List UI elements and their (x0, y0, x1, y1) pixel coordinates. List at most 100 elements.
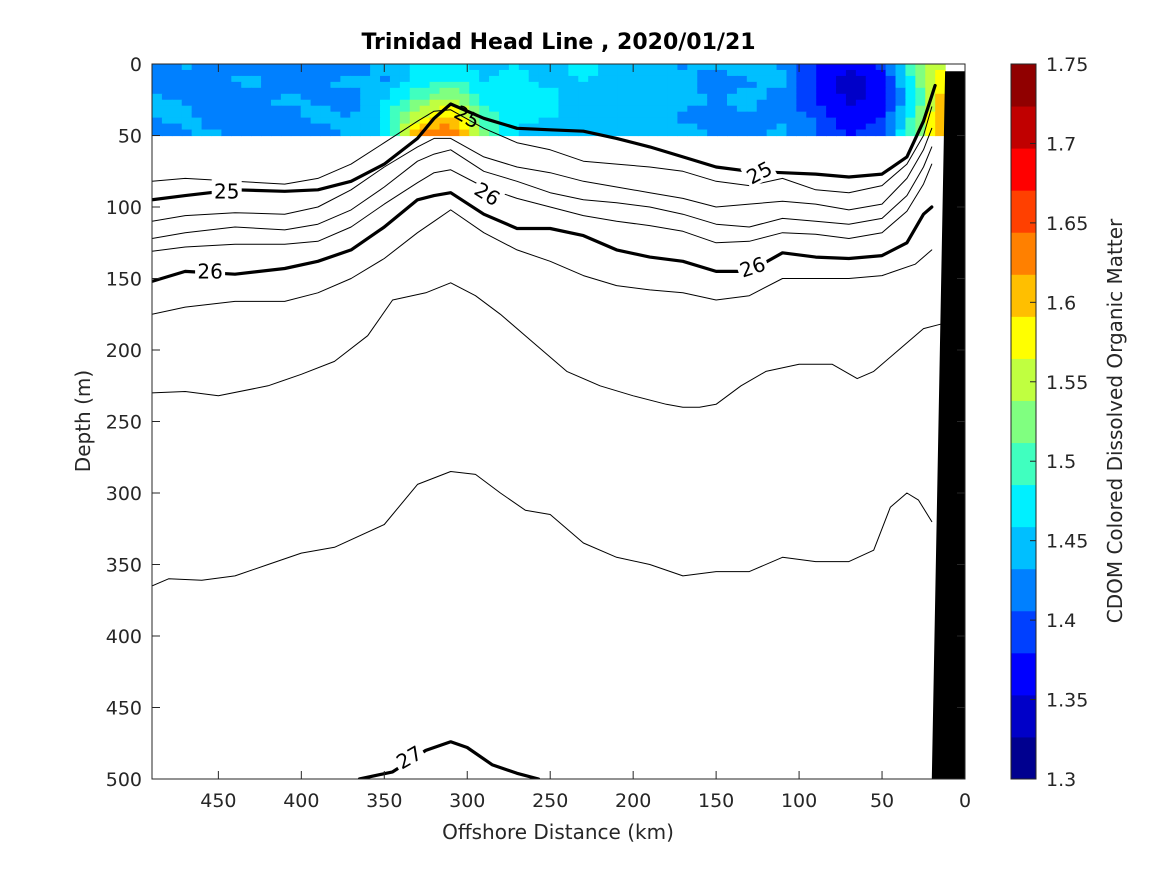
cdom-cell (836, 64, 847, 71)
cdom-cell (251, 93, 262, 101)
y-tick-label: 150 (106, 269, 142, 291)
cdom-cell (627, 87, 639, 95)
cdom-cell (498, 81, 510, 89)
cdom-cell (677, 87, 688, 95)
cdom-cell (687, 111, 698, 119)
cdom-cell (806, 117, 817, 125)
cdom-cell (796, 129, 807, 137)
cdom-cell (380, 69, 391, 77)
cdom-cell (608, 105, 619, 113)
cdom-cell (399, 123, 411, 131)
cdom-cell (667, 75, 679, 83)
cdom-cell (736, 105, 748, 113)
cdom-cell (479, 81, 490, 89)
cdom-cell (231, 87, 242, 95)
plot-area-frame (151, 63, 966, 780)
cdom-cell (251, 111, 262, 119)
cdom-cell (687, 69, 698, 77)
cdom-cell (518, 111, 530, 119)
cdom-cell (211, 105, 222, 113)
cdom-cell (895, 117, 907, 125)
cdom-cell (786, 69, 797, 77)
cdom-cell (865, 117, 877, 125)
cdom-cell (389, 69, 401, 77)
cdom-cell (647, 93, 659, 101)
cdom-cell (707, 105, 718, 113)
contour-label-text: 25 (214, 179, 239, 203)
cdom-cell (479, 129, 490, 137)
cdom-cell (548, 111, 560, 119)
cdom-cell (211, 93, 222, 101)
x-tick-label: 100 (781, 790, 817, 812)
contour-label: 26 (734, 251, 770, 282)
cdom-cell (449, 117, 460, 125)
cdom-cell (241, 75, 252, 83)
cdom-cell (766, 105, 778, 113)
cdom-cell (647, 123, 659, 131)
cdom-cell (667, 87, 679, 95)
cdom-cell (360, 93, 371, 101)
cdom-cell (538, 129, 550, 137)
cdom-cell (558, 99, 569, 107)
cdom-cell (806, 105, 817, 113)
colorbar-segment (1011, 400, 1036, 444)
cdom-cell (489, 81, 500, 89)
cdom-cell (855, 99, 867, 107)
cdom-cell (836, 99, 847, 107)
cdom-cell (340, 87, 351, 95)
cdom-cell (836, 105, 847, 113)
cdom-cell (498, 117, 510, 125)
colorbar-segment (1011, 442, 1036, 486)
cdom-cell (885, 117, 897, 125)
cdom-cell (290, 64, 302, 71)
cdom-cell (171, 87, 183, 95)
cdom-cell (816, 123, 827, 131)
cdom-cell (469, 75, 480, 83)
cdom-cell (508, 81, 520, 89)
cdom-cell (756, 117, 768, 125)
cdom-cell (915, 105, 926, 113)
cdom-cell (578, 75, 589, 83)
cdom-cell (578, 99, 589, 107)
cdom-cell (152, 81, 163, 89)
cdom-cell (350, 123, 361, 131)
cdom-cell (459, 93, 470, 101)
cdom-cell (726, 117, 738, 125)
cdom-cell (528, 99, 540, 107)
cdom-cell (518, 75, 530, 83)
cdom-cell (786, 99, 797, 107)
cdom-cell (340, 117, 351, 125)
cdom-cell (211, 81, 222, 89)
y-tick-label: 250 (106, 412, 142, 434)
cdom-cell (895, 123, 907, 131)
cdom-cell (826, 93, 837, 101)
cdom-cell (518, 93, 530, 101)
cdom-cell (370, 111, 381, 119)
cdom-cell (875, 99, 887, 107)
cdom-cell (280, 81, 292, 89)
cdom-cell (667, 105, 679, 113)
cdom-cell (657, 111, 669, 119)
cdom-cell (489, 93, 500, 101)
cdom-cell (161, 105, 173, 113)
cdom-cell (251, 105, 262, 113)
cdom-cell (370, 81, 381, 89)
cdom-cell (330, 105, 341, 113)
cdom-cell (766, 117, 778, 125)
cdom-cell (231, 69, 242, 77)
cdom-cell (677, 129, 688, 137)
cdom-cell (479, 105, 490, 113)
cdom-cell (508, 69, 520, 77)
x-tick-label: 200 (615, 790, 651, 812)
cdom-cell (816, 75, 827, 83)
cdom-cell (697, 81, 708, 89)
cdom-cell (875, 105, 887, 113)
cdom-cell (756, 75, 768, 83)
y-axis-label: Depth (m) (71, 370, 95, 472)
cdom-cell (796, 64, 807, 71)
cdom-cell (419, 111, 431, 119)
cdom-cell (756, 129, 768, 137)
cdom-cell (598, 123, 609, 131)
cdom-cell (865, 93, 877, 101)
cdom-cell (845, 93, 857, 101)
